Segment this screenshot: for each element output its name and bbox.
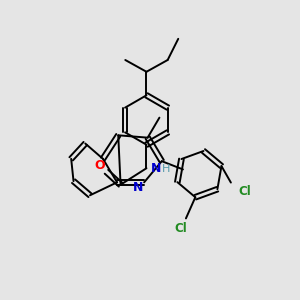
Text: Cl: Cl [238,185,251,199]
Text: Cl: Cl [175,223,188,236]
Text: N: N [133,181,143,194]
Text: N: N [151,162,161,175]
Text: H: H [162,164,171,174]
Text: O: O [94,159,105,172]
